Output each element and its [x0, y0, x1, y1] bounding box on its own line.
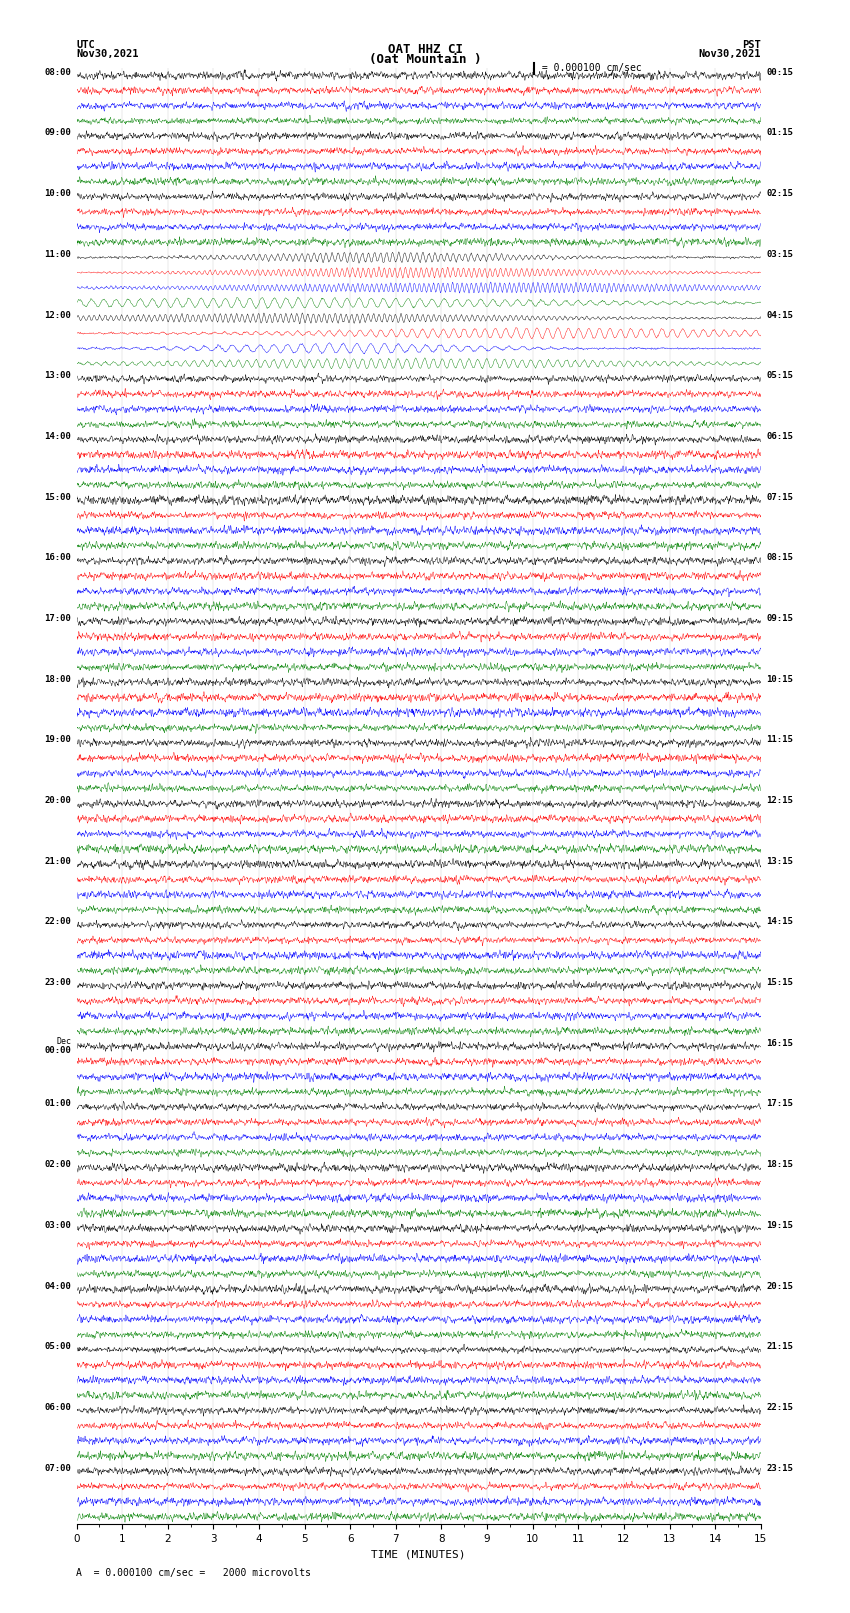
Text: OAT HHZ CI: OAT HHZ CI: [388, 44, 462, 56]
Text: 18:00: 18:00: [44, 674, 71, 684]
Text: 02:00: 02:00: [44, 1160, 71, 1169]
Text: 20:00: 20:00: [44, 797, 71, 805]
Text: 01:15: 01:15: [766, 129, 793, 137]
Text: 08:15: 08:15: [766, 553, 793, 563]
Text: 21:15: 21:15: [766, 1342, 793, 1352]
Text: 17:15: 17:15: [766, 1100, 793, 1108]
Text: 05:15: 05:15: [766, 371, 793, 381]
Text: 13:15: 13:15: [766, 857, 793, 866]
Text: 04:00: 04:00: [44, 1281, 71, 1290]
Text: 09:00: 09:00: [44, 129, 71, 137]
Text: Dec: Dec: [56, 1037, 71, 1047]
Text: 21:00: 21:00: [44, 857, 71, 866]
Text: 10:15: 10:15: [766, 674, 793, 684]
Text: = 0.000100 cm/sec: = 0.000100 cm/sec: [536, 63, 641, 73]
Text: 23:00: 23:00: [44, 977, 71, 987]
Text: 15:15: 15:15: [766, 977, 793, 987]
Text: 16:00: 16:00: [44, 553, 71, 563]
Text: Nov30,2021: Nov30,2021: [698, 50, 761, 60]
Text: 05:00: 05:00: [44, 1342, 71, 1352]
Text: 19:15: 19:15: [766, 1221, 793, 1229]
Text: 15:00: 15:00: [44, 492, 71, 502]
Text: 00:00: 00:00: [44, 1047, 71, 1055]
Text: 07:15: 07:15: [766, 492, 793, 502]
Text: 11:00: 11:00: [44, 250, 71, 258]
Text: 03:15: 03:15: [766, 250, 793, 258]
Text: 18:15: 18:15: [766, 1160, 793, 1169]
Text: 20:15: 20:15: [766, 1281, 793, 1290]
Text: 04:15: 04:15: [766, 311, 793, 319]
Text: (Oat Mountain ): (Oat Mountain ): [369, 53, 481, 66]
Text: 22:00: 22:00: [44, 918, 71, 926]
Text: 09:15: 09:15: [766, 615, 793, 623]
Text: 07:00: 07:00: [44, 1463, 71, 1473]
Text: 23:15: 23:15: [766, 1463, 793, 1473]
Text: 06:00: 06:00: [44, 1403, 71, 1411]
Text: 03:00: 03:00: [44, 1221, 71, 1229]
Text: 10:00: 10:00: [44, 189, 71, 198]
Text: 08:00: 08:00: [44, 68, 71, 77]
Text: 00:15: 00:15: [766, 68, 793, 77]
Text: 14:00: 14:00: [44, 432, 71, 440]
Text: 19:00: 19:00: [44, 736, 71, 744]
Text: 12:15: 12:15: [766, 797, 793, 805]
Text: 02:15: 02:15: [766, 189, 793, 198]
Text: Nov30,2021: Nov30,2021: [76, 50, 139, 60]
Text: 16:15: 16:15: [766, 1039, 793, 1048]
X-axis label: TIME (MINUTES): TIME (MINUTES): [371, 1550, 466, 1560]
Text: 06:15: 06:15: [766, 432, 793, 440]
Text: UTC: UTC: [76, 39, 95, 50]
Text: 22:15: 22:15: [766, 1403, 793, 1411]
Text: 11:15: 11:15: [766, 736, 793, 744]
Text: A  = 0.000100 cm/sec =   2000 microvolts: A = 0.000100 cm/sec = 2000 microvolts: [76, 1568, 311, 1578]
Text: 01:00: 01:00: [44, 1100, 71, 1108]
Text: 14:15: 14:15: [766, 918, 793, 926]
Text: 12:00: 12:00: [44, 311, 71, 319]
Text: PST: PST: [742, 39, 761, 50]
Text: 17:00: 17:00: [44, 615, 71, 623]
Text: 13:00: 13:00: [44, 371, 71, 381]
